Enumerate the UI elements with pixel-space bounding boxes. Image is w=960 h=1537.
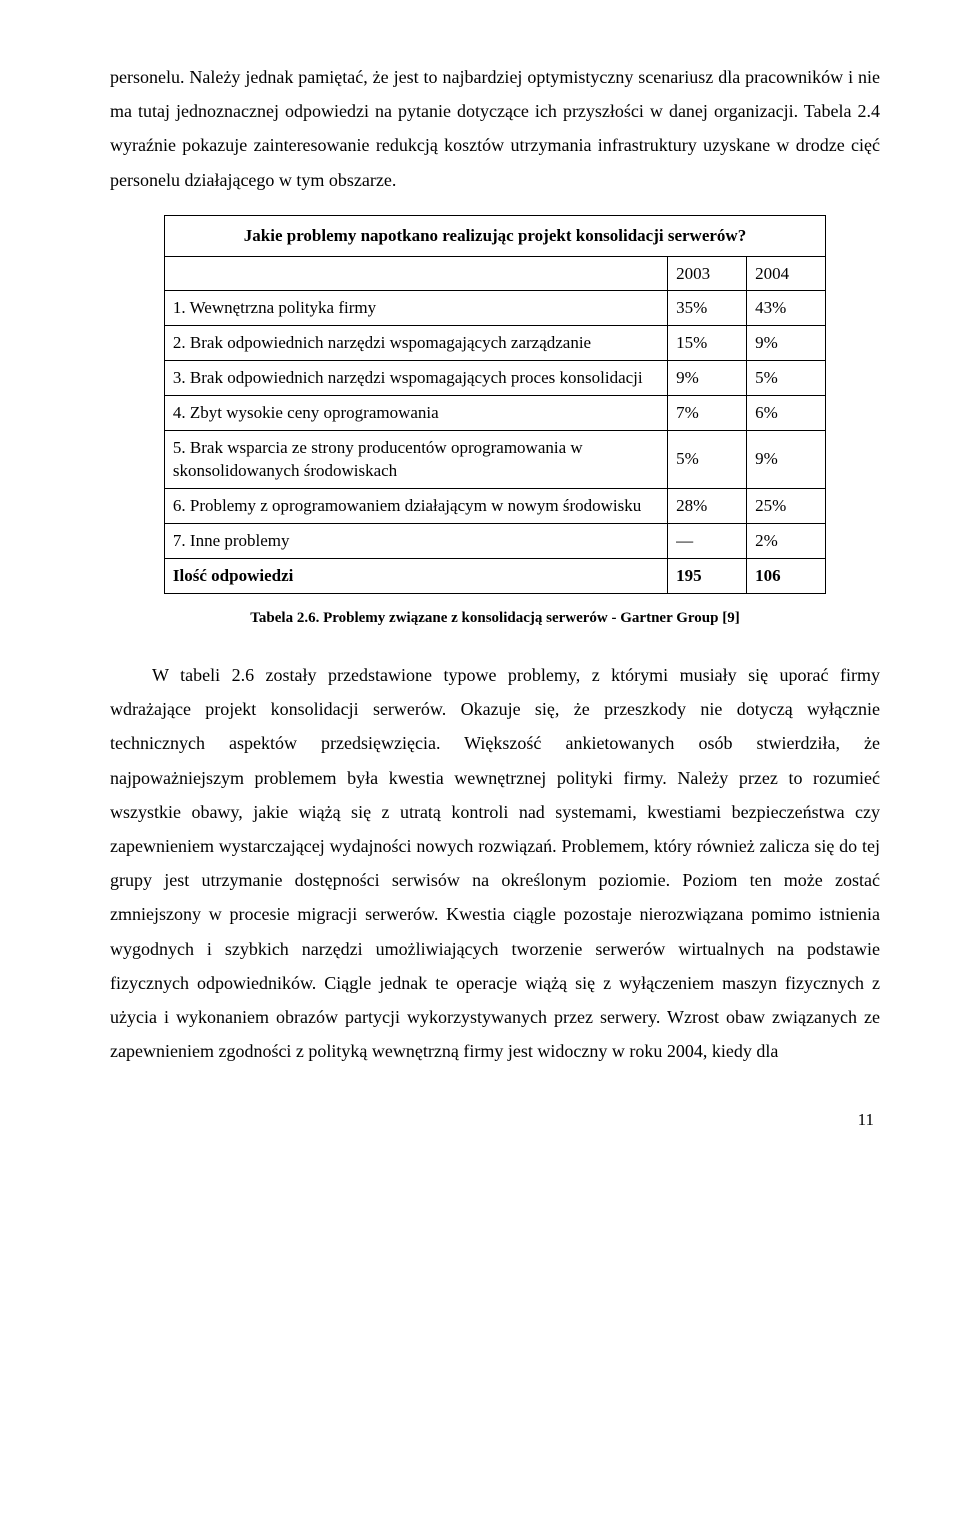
page-number: 11 bbox=[110, 1104, 880, 1136]
table-row: 5. Brak wsparcia ze strony producentów o… bbox=[164, 430, 825, 489]
row-val-2003: 35% bbox=[668, 291, 747, 326]
row-label: 5. Brak wsparcia ze strony producentów o… bbox=[164, 430, 667, 489]
table-row: 2. Brak odpowiednich narzędzi wspomagają… bbox=[164, 326, 825, 361]
row-val-2003: 28% bbox=[668, 489, 747, 524]
year-2004: 2004 bbox=[747, 256, 826, 291]
row-label: 4. Zbyt wysokie ceny oprogramowania bbox=[164, 395, 667, 430]
row-val-2004: 2% bbox=[747, 523, 826, 558]
table-year-row: 2003 2004 bbox=[164, 256, 825, 291]
table-row: 3. Brak odpowiednich narzędzi wspomagają… bbox=[164, 360, 825, 395]
row-label: 2. Brak odpowiednich narzędzi wspomagają… bbox=[164, 326, 667, 361]
table-row: 7. Inne problemy — 2% bbox=[164, 523, 825, 558]
row-val-2003: 9% bbox=[668, 360, 747, 395]
row-label: 6. Problemy z oprogramowaniem działający… bbox=[164, 489, 667, 524]
footer-label: Ilość odpowiedzi bbox=[164, 558, 667, 593]
row-val-2004: 5% bbox=[747, 360, 826, 395]
table-title: Jakie problemy napotkano realizując proj… bbox=[164, 215, 825, 256]
table-row: 6. Problemy z oprogramowaniem działający… bbox=[164, 489, 825, 524]
row-val-2003: 15% bbox=[668, 326, 747, 361]
paragraph-body: W tabeli 2.6 zostały przedstawione typow… bbox=[110, 658, 880, 1068]
row-val-2004: 6% bbox=[747, 395, 826, 430]
row-label: 3. Brak odpowiednich narzędzi wspomagają… bbox=[164, 360, 667, 395]
row-val-2003: 5% bbox=[668, 430, 747, 489]
row-label: 7. Inne problemy bbox=[164, 523, 667, 558]
row-val-2003: — bbox=[668, 523, 747, 558]
row-val-2003: 7% bbox=[668, 395, 747, 430]
row-val-2004: 9% bbox=[747, 326, 826, 361]
row-val-2004: 43% bbox=[747, 291, 826, 326]
table-row: 1. Wewnętrzna polityka firmy 35% 43% bbox=[164, 291, 825, 326]
year-2003: 2003 bbox=[668, 256, 747, 291]
problems-table: Jakie problemy napotkano realizując proj… bbox=[164, 215, 826, 594]
footer-val-2003: 195 bbox=[668, 558, 747, 593]
table-title-row: Jakie problemy napotkano realizując proj… bbox=[164, 215, 825, 256]
table-row: 4. Zbyt wysokie ceny oprogramowania 7% 6… bbox=[164, 395, 825, 430]
row-val-2004: 25% bbox=[747, 489, 826, 524]
table-caption: Tabela 2.6. Problemy związane z konsolid… bbox=[110, 604, 880, 633]
table-empty-header bbox=[164, 256, 667, 291]
footer-val-2004: 106 bbox=[747, 558, 826, 593]
table-footer-row: Ilość odpowiedzi 195 106 bbox=[164, 558, 825, 593]
row-val-2004: 9% bbox=[747, 430, 826, 489]
row-label: 1. Wewnętrzna polityka firmy bbox=[164, 291, 667, 326]
paragraph-intro: personelu. Należy jednak pamiętać, że je… bbox=[110, 60, 880, 197]
